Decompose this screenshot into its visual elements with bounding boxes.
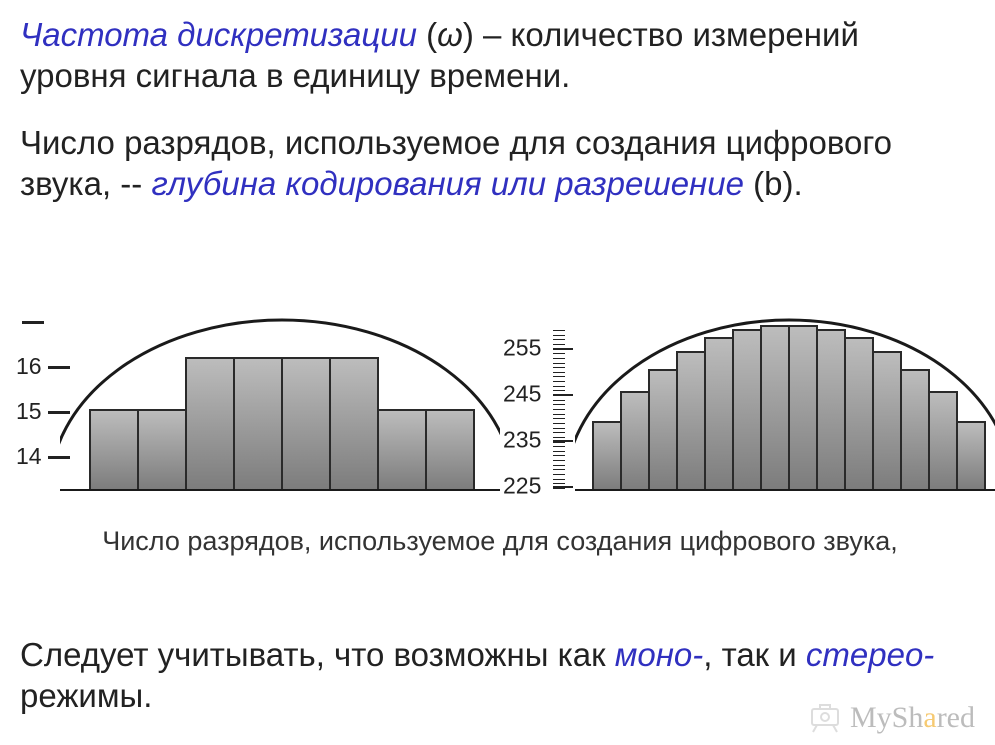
myshared-watermark: MyShared — [808, 701, 975, 735]
right-axis-ruler — [553, 330, 573, 488]
axis-tick — [16, 308, 44, 335]
quantization-figure: 161514 255 245 235 225 — [0, 290, 995, 520]
axis-tick: 255 — [503, 335, 541, 362]
axis-tick: 235 — [503, 427, 541, 454]
term-mono: моно- — [615, 636, 703, 673]
projector-icon — [808, 703, 842, 733]
definition-bit-depth: Число разрядов, используемое для создани… — [20, 122, 960, 205]
axis-tick: 245 — [503, 381, 541, 408]
fine-quantization-chart — [575, 290, 995, 495]
definition-sampling-rate: Частота дискретизации (ω) – количество и… — [20, 14, 960, 97]
term-stereo: стерео- — [806, 636, 934, 673]
figure-caption: Число разрядов, используемое для создани… — [40, 526, 960, 557]
term-bit-depth: глубина кодирования или разрешение — [151, 165, 744, 202]
term-sampling-rate: Частота дискретизации — [20, 16, 417, 53]
axis-tick: 225 — [503, 473, 541, 500]
left-axis-labels: 161514 — [16, 290, 60, 495]
coarse-quantization-chart — [60, 290, 500, 495]
